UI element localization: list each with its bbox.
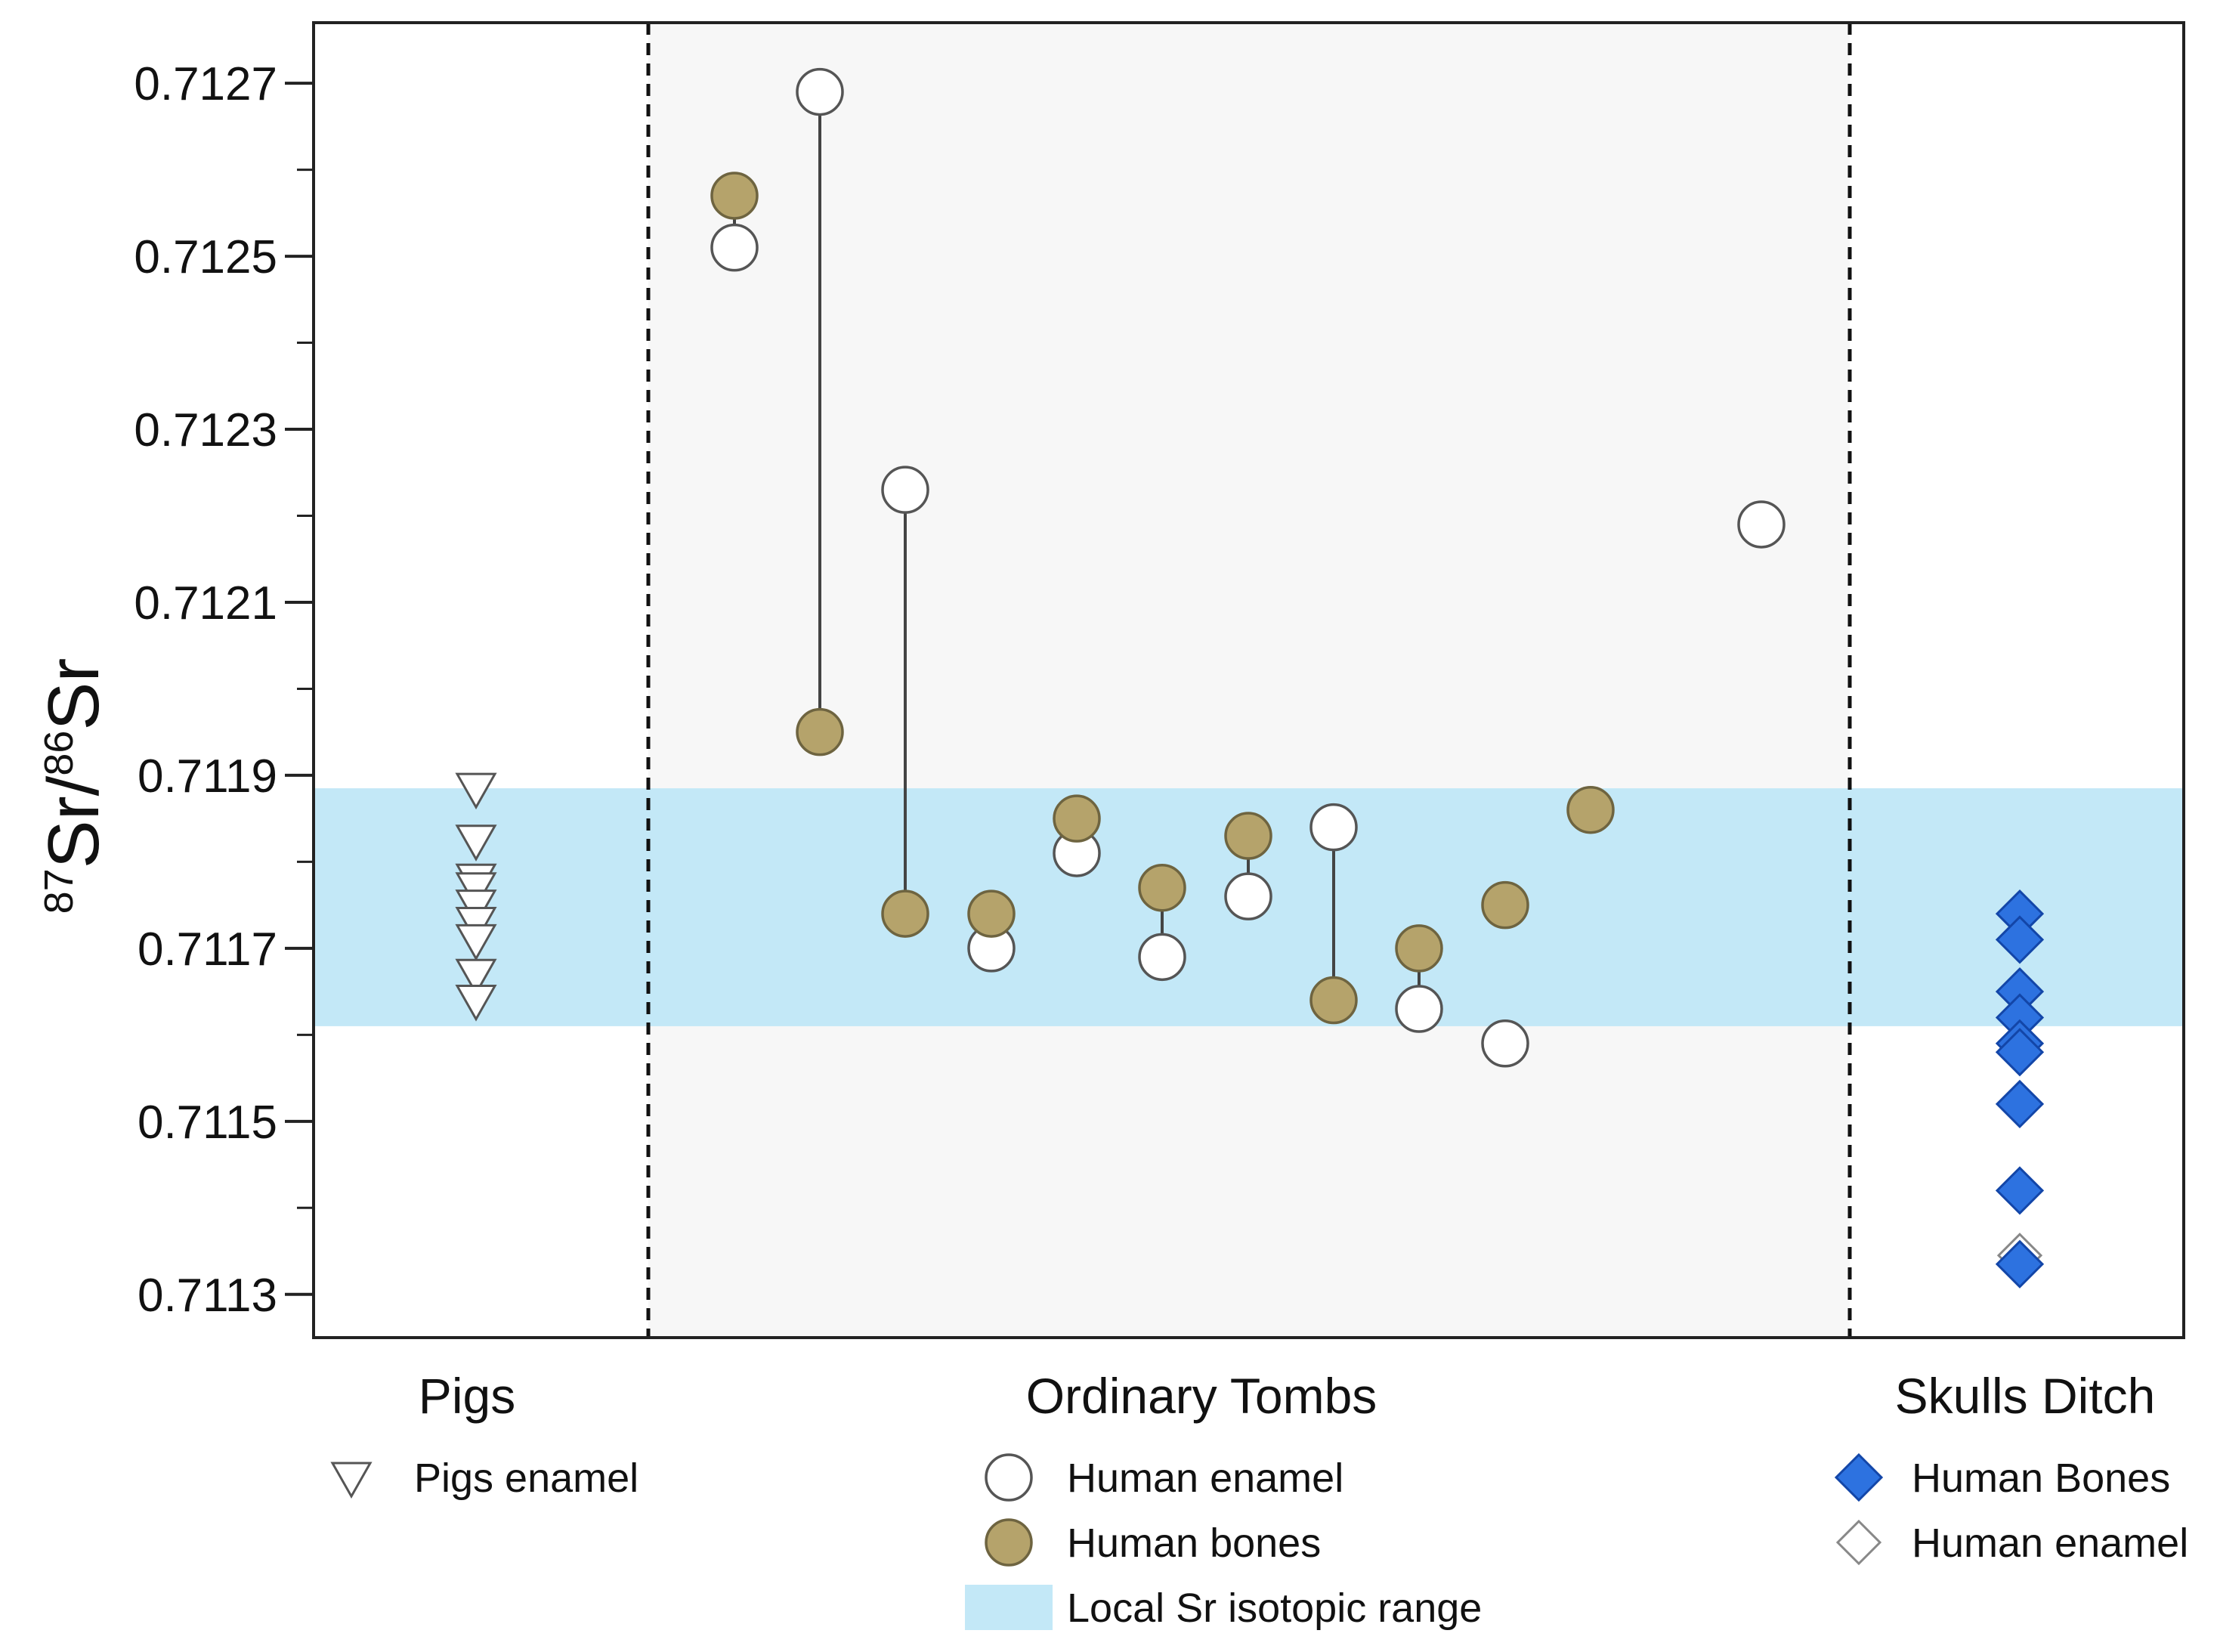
human-enamel-point [1309,803,1358,852]
y-tick-label: 0.7123 [134,404,277,456]
human-bone-point [1309,976,1358,1025]
legend-label-ordinary-2: Local Sr isotopic range [1067,1585,1482,1631]
group-label-skulls-ditch: Skulls Ditch [1895,1368,2156,1424]
human-bone-point [1566,785,1615,834]
human-enamel-point [796,67,844,116]
human-bone-point [967,889,1016,938]
group-label-ordinary-tombs: Ordinary Tombs [1026,1368,1377,1424]
y-axis-label: 87Sr/86Sr [33,658,114,914]
legend-marker-ordinary-2 [965,1585,1053,1630]
legend-marker-ordinary-1 [985,1518,1033,1567]
skull-bone-point [1995,1079,2045,1129]
frame-layer [312,21,2185,1339]
human-enamel-point [1224,872,1272,920]
pig-enamel-point [455,985,497,1022]
human-bone-point [881,889,929,938]
background-layer [314,23,2184,1338]
legend-marker-skulls-1 [1835,1519,1882,1566]
human-enamel-point [1138,933,1186,982]
legend-marker-skulls-0 [1834,1452,1884,1502]
plot-frame [312,21,2185,1339]
y-tick-label: 0.7113 [138,1270,277,1322]
y-tick-label: 0.7119 [138,750,277,803]
y-tick-label: 0.7115 [138,1097,277,1149]
pig-enamel-point [455,958,497,996]
skull-bone-point [1995,1028,2045,1077]
skull-bone-point [1995,1166,2045,1215]
y-tick-label: 0.7127 [134,58,277,110]
y-tick-label: 0.7125 [134,231,277,283]
human-bone-point [1138,863,1186,912]
ordinary-tombs-background [648,23,1850,1338]
human-bone-point [1395,924,1443,973]
legend-marker-ordinary-0 [985,1453,1033,1502]
skull-bone-point [1995,915,2045,964]
skull-bone-point [1995,1239,2045,1288]
y-tick-label: 0.7117 [138,923,277,976]
legend-label-ordinary-0: Human enamel [1067,1456,1343,1501]
axes-layer: 0.7113 0.7115 0.7117 0.7119 0.7121 0.7123 0.71… [134,23,1852,1338]
legend-marker-pigs-0 [330,1462,373,1499]
human-bone-point [1053,794,1101,843]
human-bone-point [1481,880,1529,930]
legend-label-skulls-1: Human enamel [1912,1521,2188,1566]
human-enamel-point [1737,500,1786,549]
y-tick-label: 0.7121 [134,577,277,630]
pig-enamel-point [455,772,497,810]
legend-label-ordinary-1: Human bones [1067,1521,1321,1566]
human-enamel-point [1481,1019,1529,1068]
human-enamel-point [710,223,759,272]
legend: Pigs enamel Human enamel Human bones Local … [330,1452,2188,1631]
human-bone-point [1224,812,1272,860]
legend-label-skulls-0: Human Bones [1912,1456,2170,1501]
human-bone-point [796,707,844,756]
pig-enamel-point [455,923,497,961]
human-enamel-point [1395,985,1443,1033]
legend-label-pigs-0: Pigs enamel [414,1456,638,1501]
group-label-pigs: Pigs [419,1368,515,1424]
pig-enamel-point [455,824,497,862]
points-layer [455,67,2045,1288]
human-bone-point [710,172,759,220]
human-enamel-point [881,466,929,514]
